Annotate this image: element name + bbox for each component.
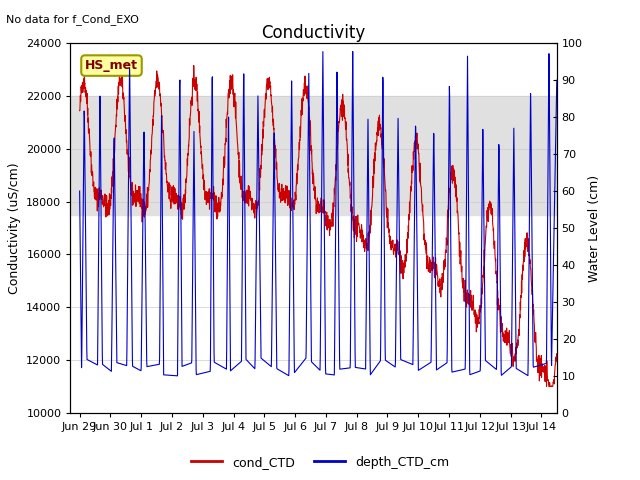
Legend: cond_CTD, depth_CTD_cm: cond_CTD, depth_CTD_cm xyxy=(186,451,454,474)
Y-axis label: Conductivity (uS/cm): Conductivity (uS/cm) xyxy=(8,162,20,294)
Bar xyxy=(70,96,557,215)
Text: HS_met: HS_met xyxy=(85,59,138,72)
Y-axis label: Water Level (cm): Water Level (cm) xyxy=(588,174,601,282)
Text: No data for f_Cond_EXO: No data for f_Cond_EXO xyxy=(6,14,140,25)
Title: Conductivity: Conductivity xyxy=(262,24,365,42)
